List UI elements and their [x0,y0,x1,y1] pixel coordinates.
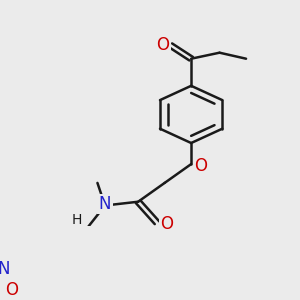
Text: N: N [0,260,10,278]
Text: O: O [160,215,173,233]
Text: N: N [99,195,111,213]
Text: O: O [156,36,169,54]
Text: O: O [5,280,18,298]
Text: H: H [71,213,82,227]
Text: O: O [194,157,207,175]
